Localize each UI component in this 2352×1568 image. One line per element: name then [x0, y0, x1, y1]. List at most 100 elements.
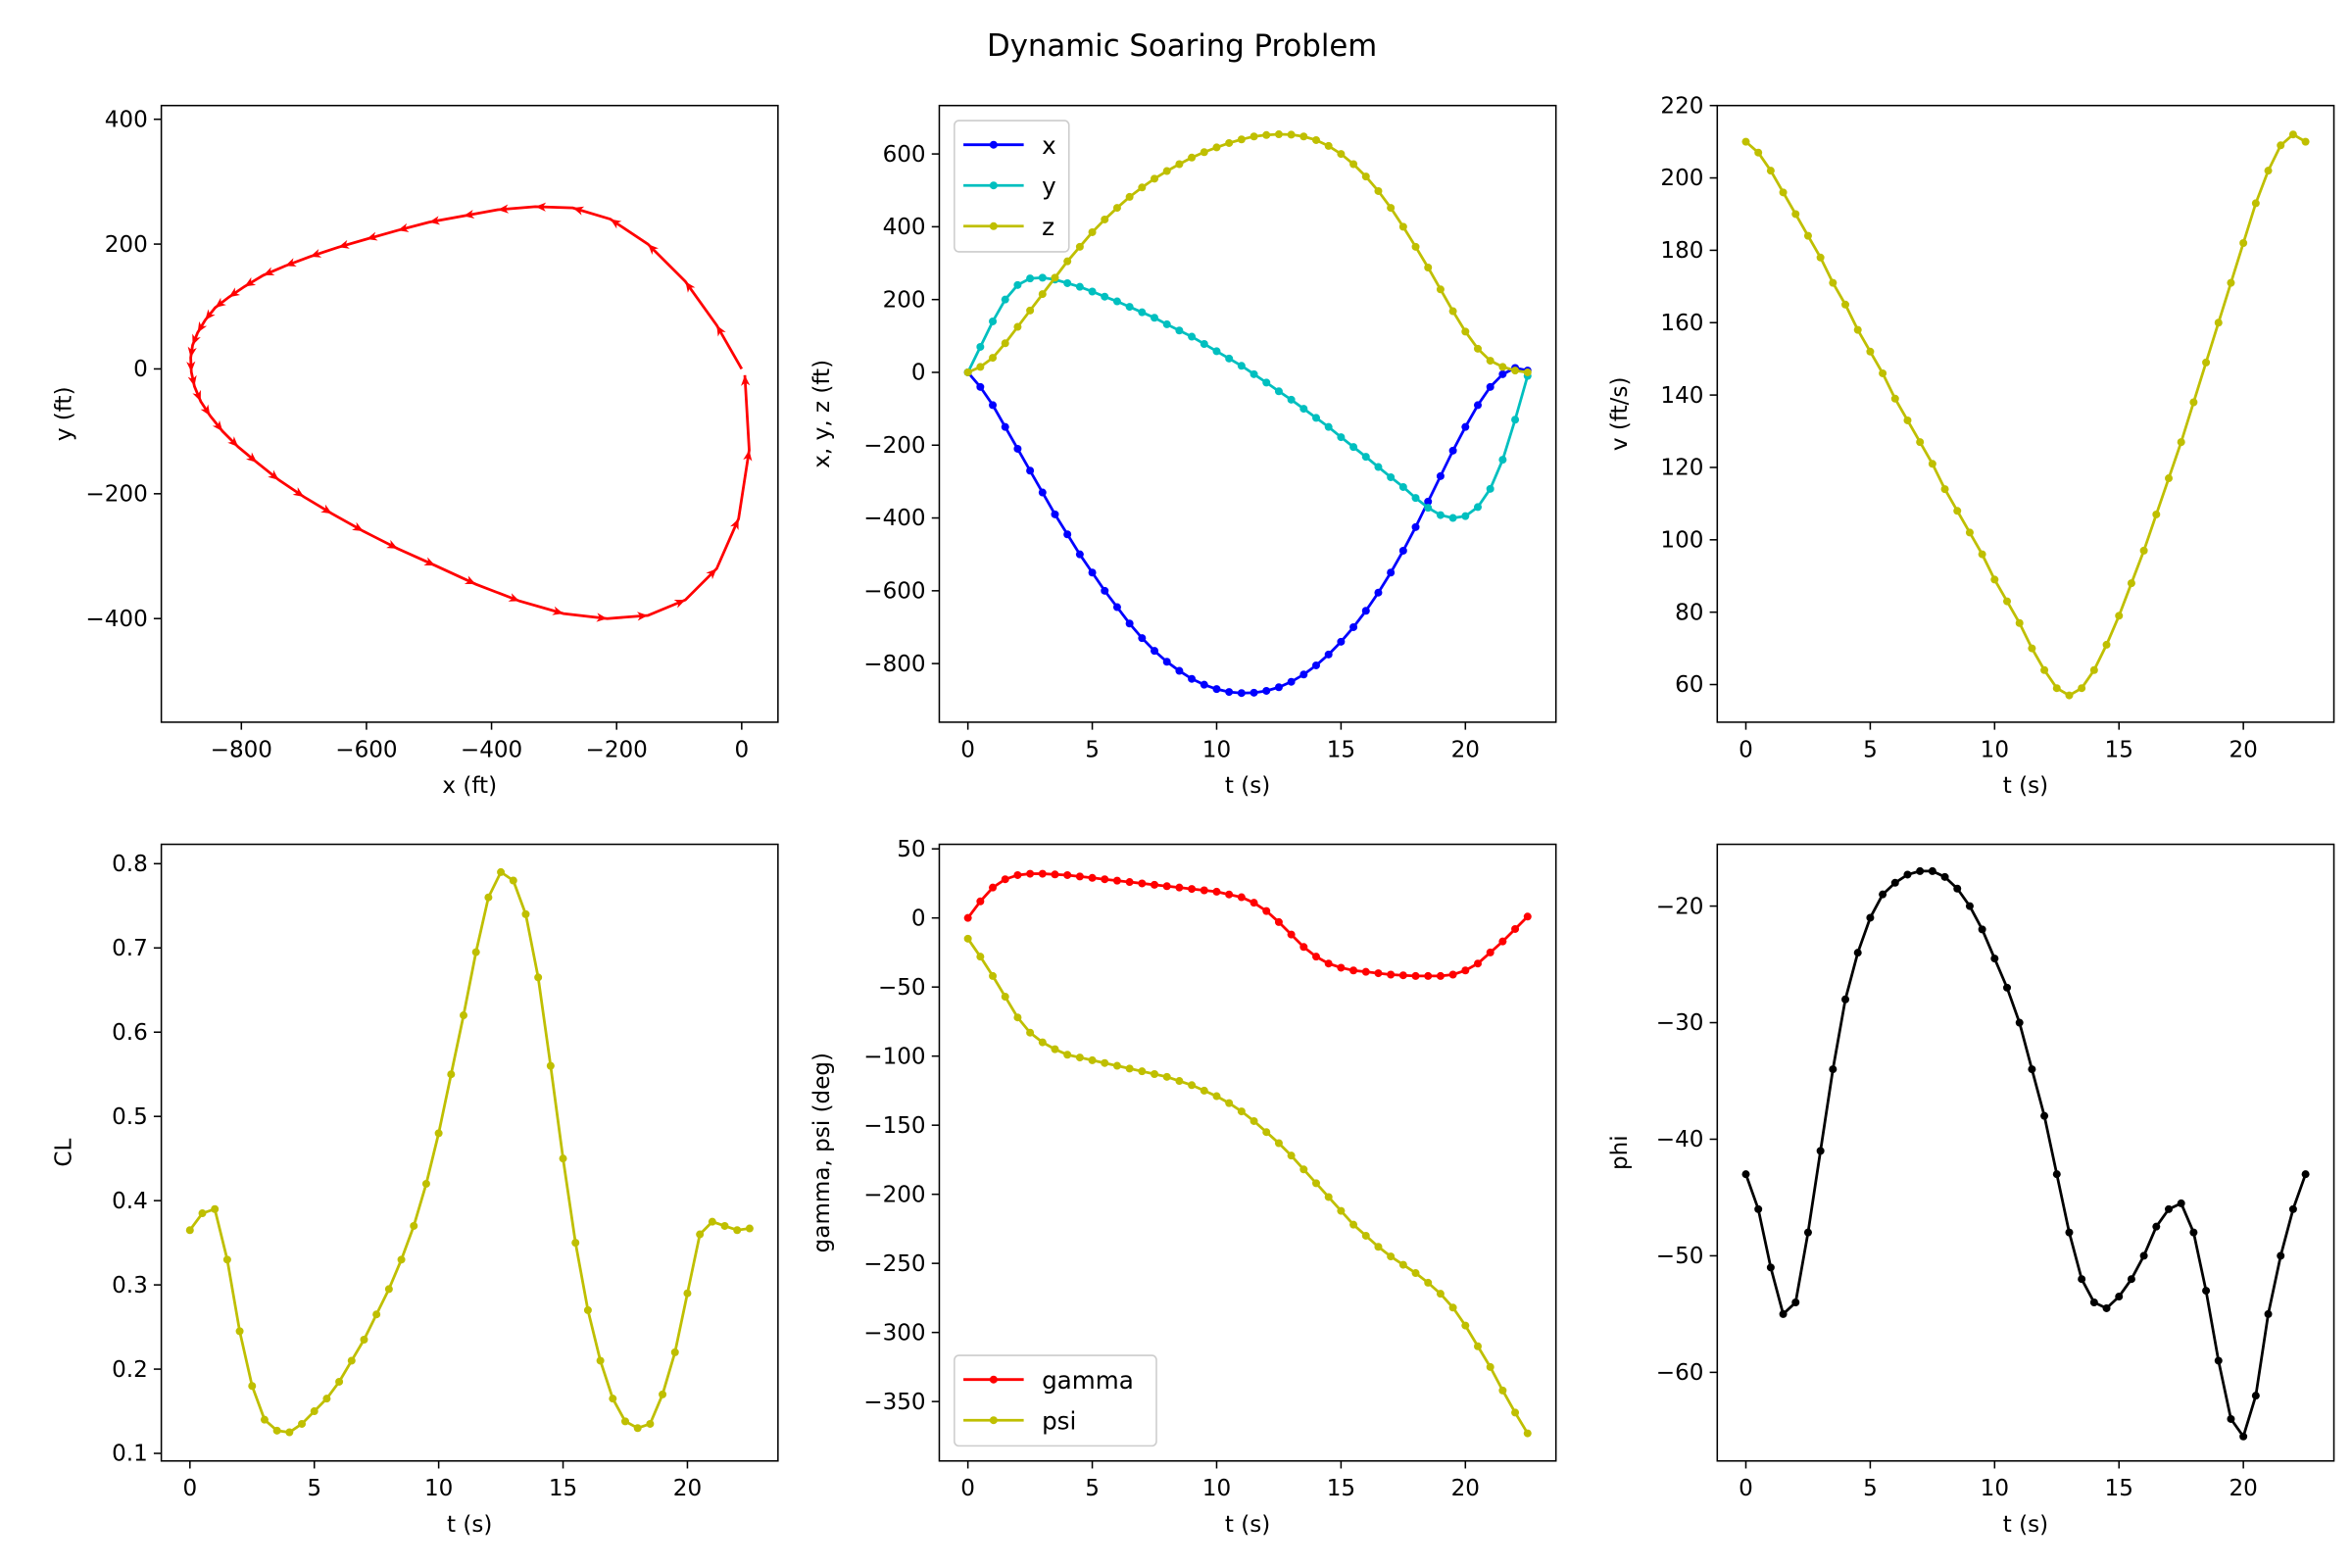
trajectory-arrow-marker	[428, 216, 441, 225]
y-tick-label: 0.6	[112, 1020, 148, 1046]
y-tick-label: 0.8	[112, 852, 148, 877]
data-point-psi	[989, 971, 998, 980]
series-line-psi	[966, 938, 1529, 1435]
x-tick-label: 5	[307, 1476, 321, 1501]
data-point-x	[1051, 510, 1059, 518]
data-point-y	[1063, 278, 1072, 287]
series-line-phi	[1744, 869, 2307, 1440]
data-point-CL	[360, 1335, 368, 1344]
trajectory-arrow-marker	[197, 320, 208, 333]
trajectory-arrow-marker	[741, 374, 751, 386]
y-tick-label: −200	[863, 433, 925, 459]
x-axis-label: t (s)	[447, 1512, 492, 1538]
data-point-v	[2264, 167, 2273, 175]
data-point-phi	[2127, 1275, 2135, 1284]
y-tick-label: −150	[863, 1113, 925, 1139]
data-point-CL	[397, 1255, 406, 1264]
data-point-v	[2052, 684, 2061, 693]
data-point-x	[1349, 622, 1358, 631]
series-line-x	[966, 367, 1529, 695]
data-point-CL	[335, 1377, 344, 1386]
data-point-CL	[248, 1382, 257, 1391]
data-point-gamma	[1461, 966, 1470, 975]
data-point-x	[1287, 677, 1296, 686]
data-point-v	[1741, 137, 1750, 146]
data-point-z	[1088, 227, 1097, 236]
data-point-z	[1461, 327, 1470, 336]
x-tick-label: 5	[1085, 1476, 1100, 1501]
legend-marker-x	[989, 140, 998, 149]
data-point-v	[1853, 325, 1862, 334]
data-point-x	[1436, 471, 1445, 480]
y-tick-label: 100	[1660, 528, 1703, 554]
data-point-psi	[1151, 1070, 1159, 1079]
data-point-gamma	[1075, 872, 1084, 881]
data-point-v	[1803, 231, 1812, 240]
data-point-psi	[1051, 1045, 1059, 1054]
data-point-z	[1523, 368, 1532, 376]
trajectory-arrow-marker	[596, 612, 608, 622]
data-point-psi	[1175, 1077, 1184, 1086]
data-point-psi	[1361, 1231, 1370, 1240]
data-point-y	[1262, 378, 1271, 387]
data-point-x	[1398, 546, 1407, 555]
data-point-y	[1461, 512, 1470, 520]
data-point-v	[1928, 460, 1936, 468]
data-point-CL	[484, 893, 493, 902]
data-point-y	[1225, 354, 1234, 363]
data-point-phi	[1741, 1170, 1750, 1179]
data-point-psi	[1088, 1055, 1097, 1064]
data-point-x	[1498, 369, 1507, 378]
data-point-CL	[410, 1221, 418, 1230]
data-point-CL	[347, 1356, 356, 1365]
data-point-CL	[447, 1070, 456, 1079]
data-point-gamma	[1523, 912, 1532, 921]
data-point-gamma	[1212, 887, 1221, 896]
x-tick-label: 5	[1863, 1476, 1878, 1501]
data-point-phi	[1916, 866, 1925, 875]
y-tick-label: 0.4	[112, 1189, 148, 1214]
trajectory-arrow-marker	[284, 258, 297, 267]
data-point-v	[2152, 510, 2161, 518]
data-point-CL	[708, 1217, 716, 1226]
data-point-phi	[2227, 1414, 2235, 1423]
y-tick-label: 120	[1660, 456, 1703, 481]
series-line-y	[966, 275, 1530, 519]
data-point-v	[2102, 640, 2111, 649]
data-point-z	[1287, 130, 1296, 139]
data-point-y	[1424, 504, 1433, 513]
x-axis-label: x (ft)	[442, 773, 497, 799]
data-point-v	[2277, 141, 2285, 150]
data-point-x	[1374, 588, 1383, 597]
data-point-z	[1473, 344, 1482, 353]
data-point-v	[2301, 137, 2310, 146]
data-point-phi	[2251, 1392, 2260, 1400]
trajectory-arrow-marker	[637, 612, 649, 621]
x-tick-label: −400	[461, 737, 522, 762]
legend-marker-gamma	[989, 1375, 998, 1384]
data-point-x	[1262, 686, 1271, 695]
trajectory-arrow-marker	[552, 606, 564, 615]
data-point-y	[1274, 387, 1283, 396]
data-point-x	[1337, 637, 1346, 646]
data-point-CL	[298, 1419, 307, 1428]
x-axis-label: t (s)	[2003, 1512, 2048, 1538]
data-point-v	[2003, 597, 2012, 606]
data-point-CL	[683, 1289, 692, 1298]
data-point-psi	[1486, 1362, 1494, 1371]
data-point-CL	[310, 1407, 318, 1416]
data-point-CL	[534, 973, 543, 982]
y-tick-label: 80	[1675, 600, 1703, 625]
data-point-phi	[2189, 1228, 2198, 1237]
data-point-phi	[1816, 1147, 1825, 1155]
data-point-y	[976, 342, 985, 351]
data-point-x	[1411, 522, 1420, 531]
trajectory-arrow-marker	[535, 202, 547, 212]
x-tick-label: 15	[1327, 1476, 1355, 1501]
data-point-v	[2214, 318, 2223, 327]
data-point-phi	[1928, 866, 1936, 875]
y-tick-label: −350	[863, 1390, 925, 1415]
data-point-y	[1237, 362, 1246, 370]
trajectory-arrow-marker	[292, 487, 305, 498]
data-point-v	[1779, 188, 1788, 197]
